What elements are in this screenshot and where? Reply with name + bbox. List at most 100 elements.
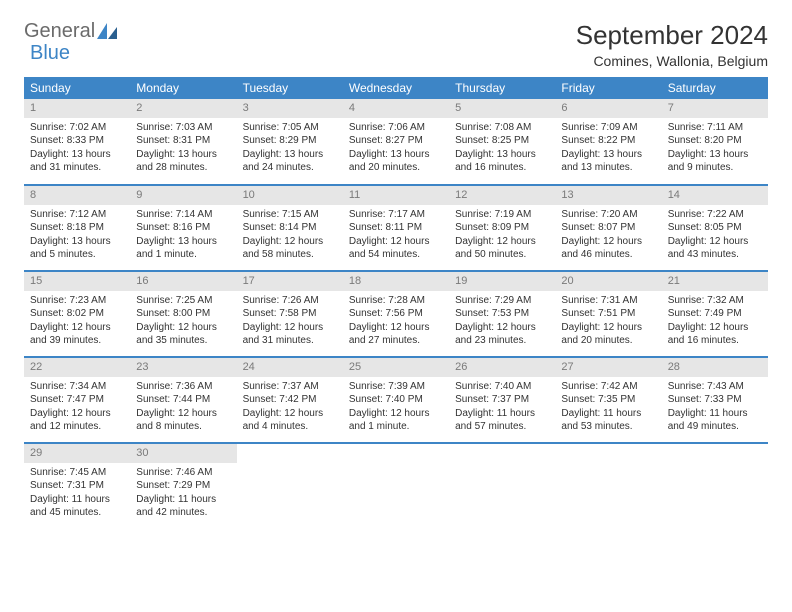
sunset-line: Sunset: 8:29 PM (243, 134, 337, 148)
daylight-line: Daylight: 12 hours and 8 minutes. (136, 407, 230, 434)
calendar-table: SundayMondayTuesdayWednesdayThursdayFrid… (24, 77, 768, 529)
calendar-cell: 12Sunrise: 7:19 AMSunset: 8:09 PMDayligh… (449, 185, 555, 271)
day-number: 6 (555, 99, 661, 118)
day-number: 1 (24, 99, 130, 118)
sunset-line: Sunset: 7:29 PM (136, 479, 230, 493)
day-number: 21 (662, 272, 768, 291)
sunset-line: Sunset: 7:40 PM (349, 393, 443, 407)
sunrise-line: Sunrise: 7:29 AM (455, 294, 549, 308)
daylight-line: Daylight: 12 hours and 46 minutes. (561, 235, 655, 262)
daylight-line: Daylight: 11 hours and 42 minutes. (136, 493, 230, 520)
daylight-line: Daylight: 12 hours and 16 minutes. (668, 321, 762, 348)
sunrise-line: Sunrise: 7:09 AM (561, 121, 655, 135)
header: General September 2024 Comines, Wallonia… (24, 20, 768, 69)
calendar-cell (555, 443, 661, 529)
calendar-cell: 16Sunrise: 7:25 AMSunset: 8:00 PMDayligh… (130, 271, 236, 357)
daylight-line: Daylight: 12 hours and 23 minutes. (455, 321, 549, 348)
sunrise-line: Sunrise: 7:08 AM (455, 121, 549, 135)
calendar-cell: 25Sunrise: 7:39 AMSunset: 7:40 PMDayligh… (343, 357, 449, 443)
sunset-line: Sunset: 8:33 PM (30, 134, 124, 148)
calendar-body: 1Sunrise: 7:02 AMSunset: 8:33 PMDaylight… (24, 99, 768, 529)
day-number: 22 (24, 358, 130, 377)
day-number: 27 (555, 358, 661, 377)
sunset-line: Sunset: 8:20 PM (668, 134, 762, 148)
sunset-line: Sunset: 8:02 PM (30, 307, 124, 321)
day-number: 20 (555, 272, 661, 291)
sunrise-line: Sunrise: 7:03 AM (136, 121, 230, 135)
daylight-line: Daylight: 13 hours and 24 minutes. (243, 148, 337, 175)
daylight-line: Daylight: 12 hours and 35 minutes. (136, 321, 230, 348)
sunrise-line: Sunrise: 7:25 AM (136, 294, 230, 308)
sunrise-line: Sunrise: 7:05 AM (243, 121, 337, 135)
calendar-cell: 14Sunrise: 7:22 AMSunset: 8:05 PMDayligh… (662, 185, 768, 271)
day-number: 19 (449, 272, 555, 291)
day-number: 5 (449, 99, 555, 118)
sunset-line: Sunset: 7:53 PM (455, 307, 549, 321)
sunrise-line: Sunrise: 7:15 AM (243, 208, 337, 222)
calendar-cell: 4Sunrise: 7:06 AMSunset: 8:27 PMDaylight… (343, 99, 449, 185)
sunset-line: Sunset: 7:42 PM (243, 393, 337, 407)
sunset-line: Sunset: 7:33 PM (668, 393, 762, 407)
weekday-header: Monday (130, 77, 236, 99)
day-number: 29 (24, 444, 130, 463)
calendar-cell: 8Sunrise: 7:12 AMSunset: 8:18 PMDaylight… (24, 185, 130, 271)
daylight-line: Daylight: 13 hours and 31 minutes. (30, 148, 124, 175)
sunset-line: Sunset: 7:37 PM (455, 393, 549, 407)
sunrise-line: Sunrise: 7:40 AM (455, 380, 549, 394)
calendar-cell: 21 Sunrise: 7:32 AMSunset: 7:49 PMDayligh… (662, 271, 768, 357)
daylight-line: Daylight: 13 hours and 13 minutes. (561, 148, 655, 175)
sunset-line: Sunset: 8:27 PM (349, 134, 443, 148)
day-number: 12 (449, 186, 555, 205)
calendar-cell: 26 Sunrise: 7:40 AMSunset: 7:37 PMDayligh… (449, 357, 555, 443)
logo-text-general: General (24, 20, 95, 43)
sunrise-line: Sunrise: 7:32 AM (668, 294, 762, 308)
calendar-cell: 3 Sunrise: 7:05 AMSunset: 8:29 PMDaylight… (237, 99, 343, 185)
weekday-header: Thursday (449, 77, 555, 99)
sunrise-line: Sunrise: 7:45 AM (30, 466, 124, 480)
daylight-line: Daylight: 12 hours and 4 minutes. (243, 407, 337, 434)
sunset-line: Sunset: 7:51 PM (561, 307, 655, 321)
location-subtitle: Comines, Wallonia, Belgium (576, 53, 768, 69)
weekday-header: Tuesday (237, 77, 343, 99)
weekday-header: Wednesday (343, 77, 449, 99)
daylight-line: Daylight: 13 hours and 5 minutes. (30, 235, 124, 262)
sunrise-line: Sunrise: 7:19 AM (455, 208, 549, 222)
sunrise-line: Sunrise: 7:39 AM (349, 380, 443, 394)
calendar-header-row: SundayMondayTuesdayWednesdayThursdayFrid… (24, 77, 768, 99)
day-number: 24 (237, 358, 343, 377)
daylight-line: Daylight: 13 hours and 1 minute. (136, 235, 230, 262)
daylight-line: Daylight: 12 hours and 43 minutes. (668, 235, 762, 262)
day-number: 26 (449, 358, 555, 377)
calendar-cell: 1 Sunrise: 7:02 AMSunset: 8:33 PMDaylight… (24, 99, 130, 185)
sunrise-line: Sunrise: 7:14 AM (136, 208, 230, 222)
sunrise-line: Sunrise: 7:42 AM (561, 380, 655, 394)
sunrise-line: Sunrise: 7:22 AM (668, 208, 762, 222)
sunset-line: Sunset: 8:18 PM (30, 221, 124, 235)
sunset-line: Sunset: 7:49 PM (668, 307, 762, 321)
sunrise-line: Sunrise: 7:26 AM (243, 294, 337, 308)
day-number: 3 (237, 99, 343, 118)
daylight-line: Daylight: 12 hours and 20 minutes. (561, 321, 655, 348)
daylight-line: Daylight: 12 hours and 31 minutes. (243, 321, 337, 348)
daylight-line: Daylight: 11 hours and 45 minutes. (30, 493, 124, 520)
sunset-line: Sunset: 7:35 PM (561, 393, 655, 407)
sunrise-line: Sunrise: 7:02 AM (30, 121, 124, 135)
sunset-line: Sunset: 8:14 PM (243, 221, 337, 235)
day-number: 18 (343, 272, 449, 291)
day-number: 23 (130, 358, 236, 377)
calendar-cell: 9Sunrise: 7:14 AMSunset: 8:16 PMDaylight… (130, 185, 236, 271)
daylight-line: Daylight: 11 hours and 57 minutes. (455, 407, 549, 434)
calendar-cell: 10Sunrise: 7:15 AMSunset: 8:14 PMDayligh… (237, 185, 343, 271)
sunrise-line: Sunrise: 7:34 AM (30, 380, 124, 394)
day-number: 7 (662, 99, 768, 118)
day-number: 8 (24, 186, 130, 205)
calendar-cell: 17Sunrise: 7:26 AMSunset: 7:58 PMDayligh… (237, 271, 343, 357)
weekday-header: Saturday (662, 77, 768, 99)
day-number: 13 (555, 186, 661, 205)
day-number: 11 (343, 186, 449, 205)
daylight-line: Daylight: 12 hours and 58 minutes. (243, 235, 337, 262)
sunset-line: Sunset: 8:07 PM (561, 221, 655, 235)
calendar-cell: 28Sunrise: 7:43 AMSunset: 7:33 PMDayligh… (662, 357, 768, 443)
sunset-line: Sunset: 8:09 PM (455, 221, 549, 235)
calendar-cell: 23Sunrise: 7:36 AMSunset: 7:44 PMDayligh… (130, 357, 236, 443)
